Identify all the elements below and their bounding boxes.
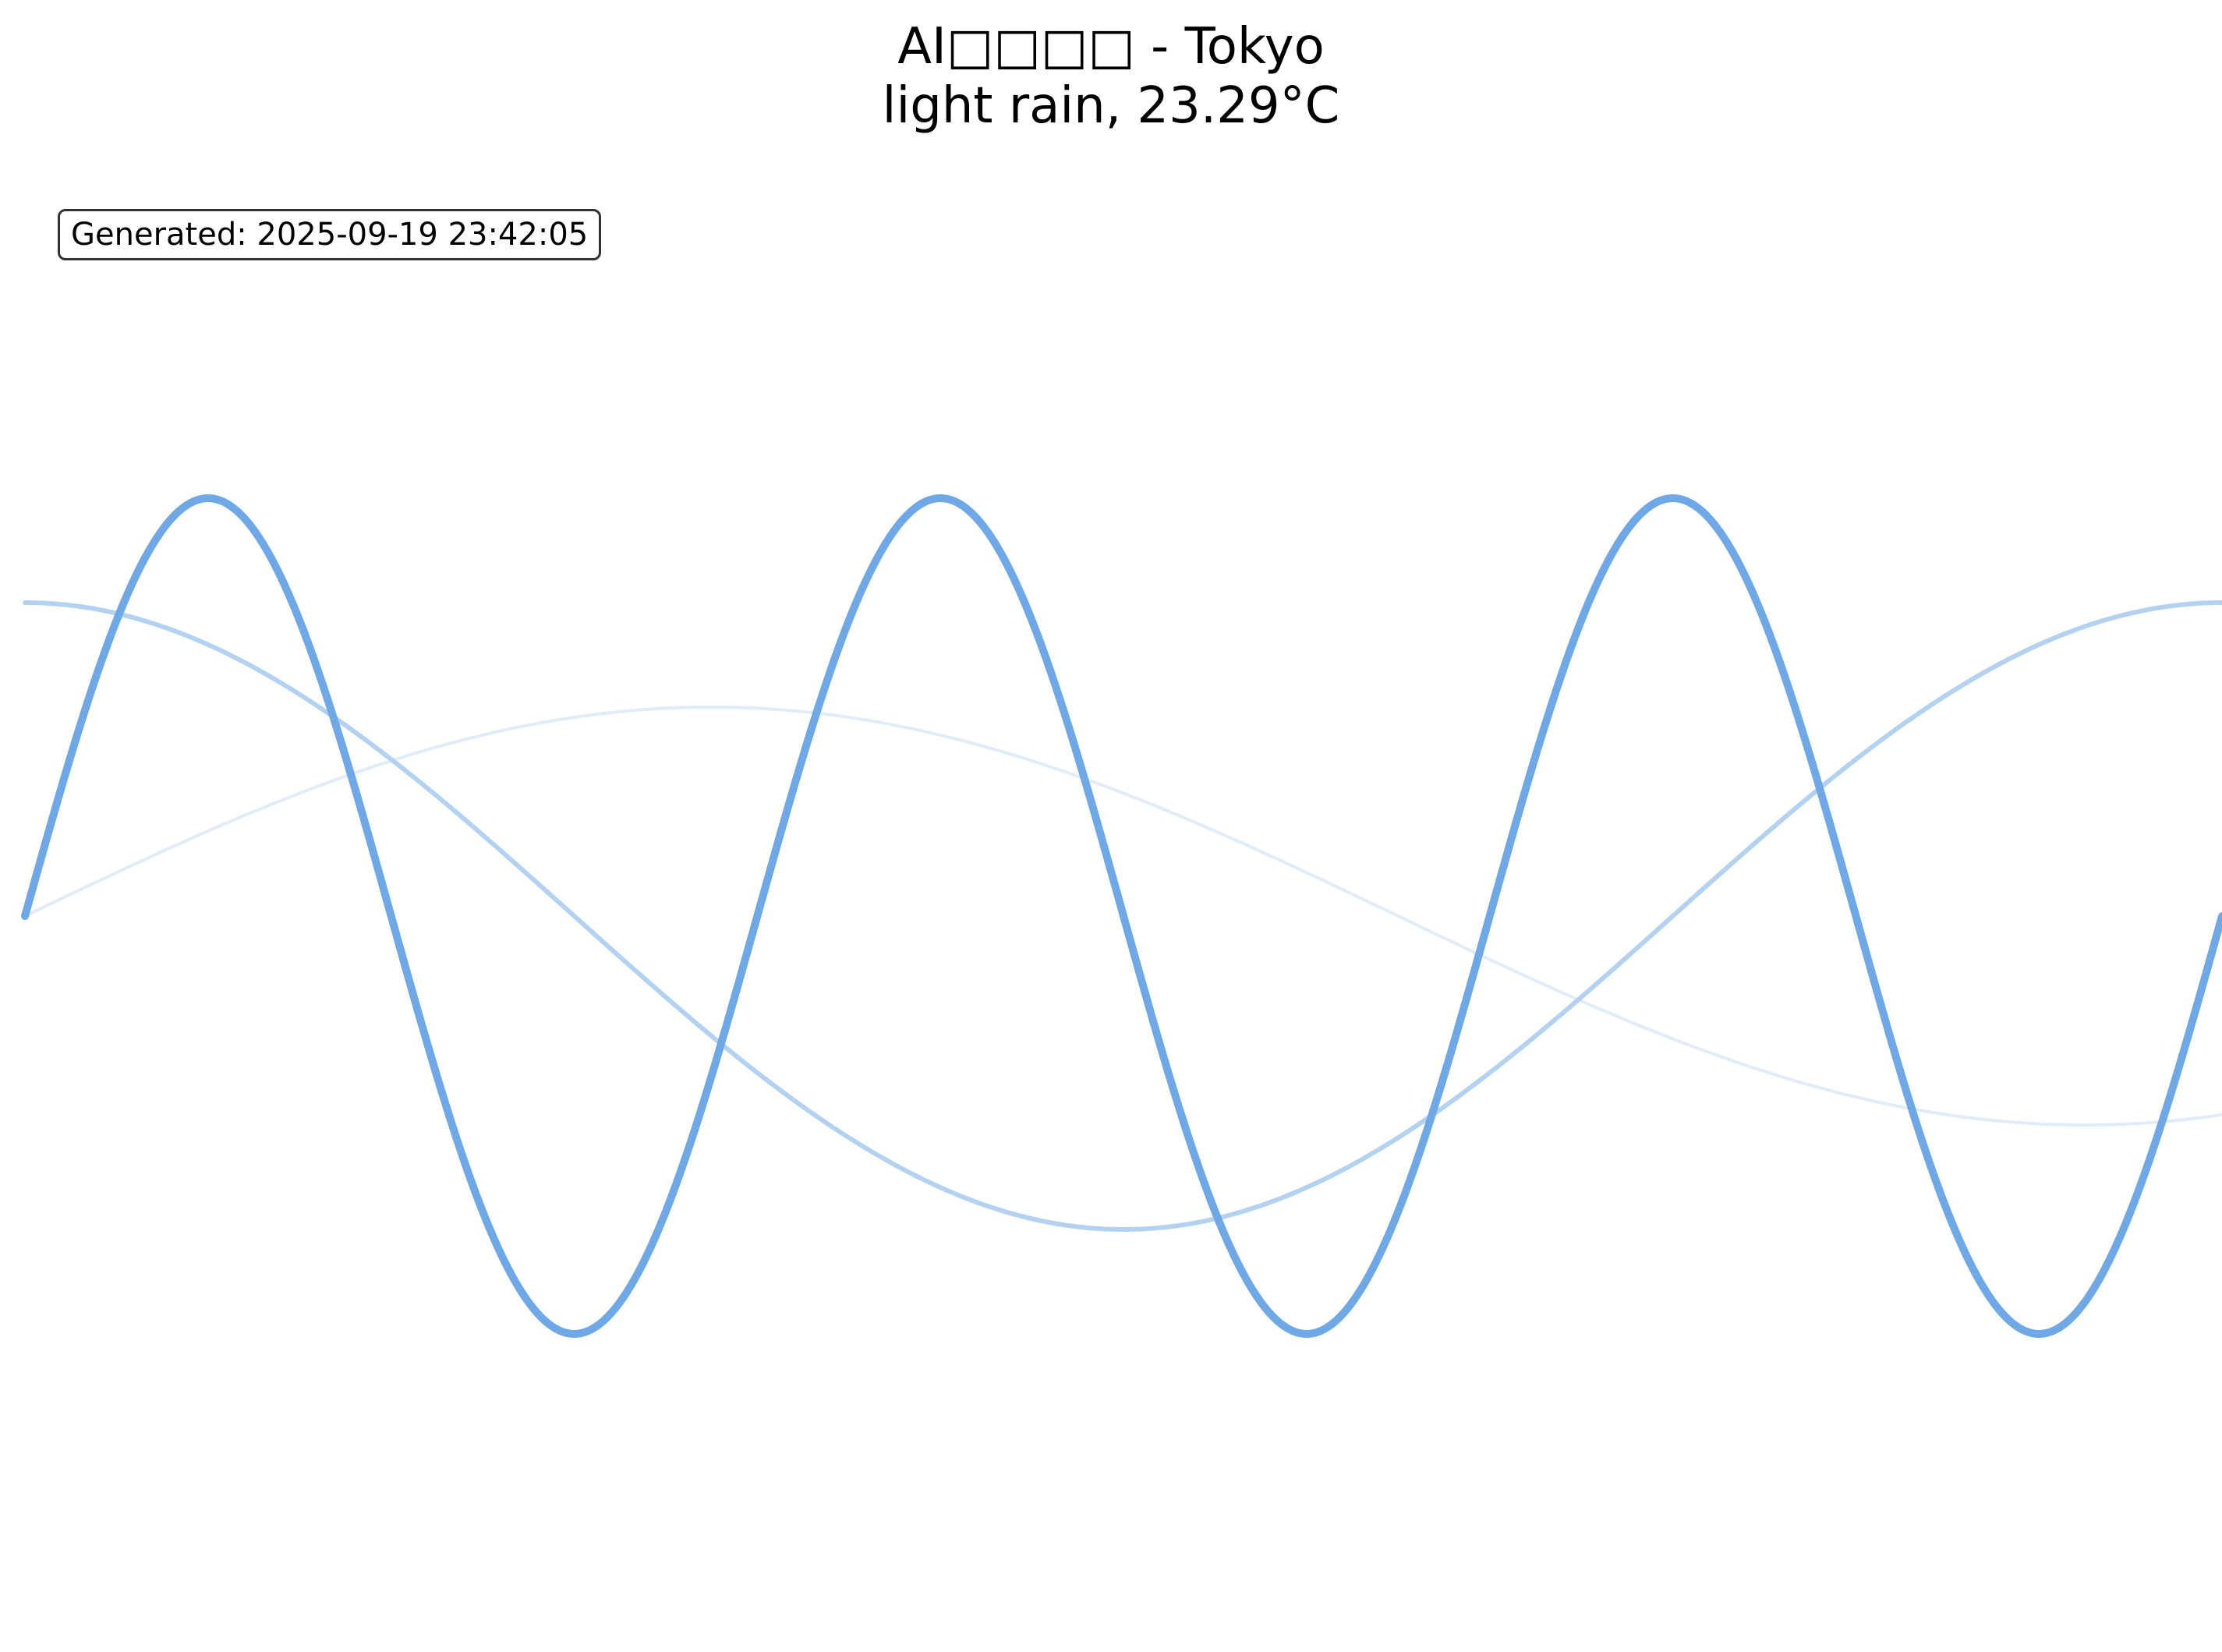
chart-subtitle: light rain, 23.29°C bbox=[882, 77, 1340, 135]
generated-timestamp: Generated: 2025-09-19 23:42:05 bbox=[71, 217, 589, 253]
generated-timestamp-box: Generated: 2025-09-19 23:42:05 bbox=[58, 209, 602, 260]
series-layer bbox=[21, 494, 2222, 1338]
wave-series-2 bbox=[23, 600, 2222, 1232]
wave-series-1 bbox=[21, 494, 2222, 1338]
chart-title: AI□□□□ - Tokyo bbox=[897, 18, 1325, 76]
